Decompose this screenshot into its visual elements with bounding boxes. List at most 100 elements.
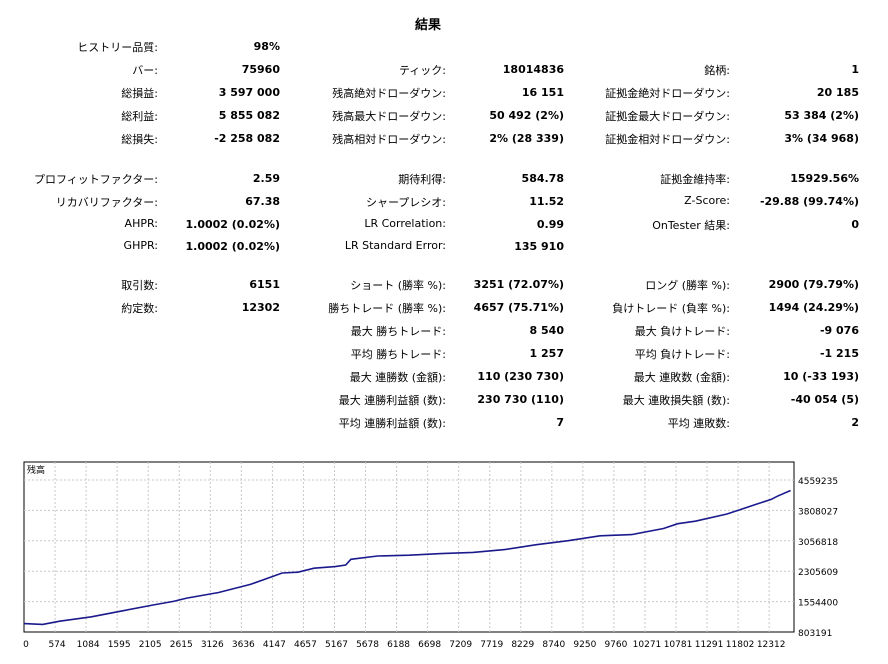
x-tick-label: 11291 [695, 640, 724, 650]
stat-value: 67.38 [245, 195, 280, 208]
stat-value: 0 [851, 218, 859, 231]
stat-label: ショート (勝率 %): [350, 279, 446, 292]
stat-value: 0.99 [536, 218, 564, 231]
y-tick-label: 3808027 [798, 507, 838, 517]
stat-label: 証拠金相対ドローダウン: [605, 133, 730, 146]
stat-value: 2% (28 339) [489, 132, 564, 145]
stat-label: LR Standard Error: [344, 239, 446, 252]
x-tick-label: 10271 [633, 640, 662, 650]
stat-value: -9 076 [819, 324, 859, 337]
stat-label: 残高相対ドローダウン: [332, 133, 446, 146]
stat-value: 584.78 [521, 172, 564, 185]
stat-value: 4657 (75.71%) [473, 301, 564, 314]
stat-value: 8 540 [529, 324, 564, 337]
x-tick-label: 10781 [664, 640, 693, 650]
stat-value: 11.52 [529, 195, 564, 208]
x-tick-label: 7209 [449, 640, 472, 650]
y-tick-label: 803191 [798, 629, 832, 639]
stat-label: 取引数: [121, 279, 158, 292]
stat-value: 2.59 [252, 172, 280, 185]
stat-label: GHPR: [123, 239, 158, 252]
x-tick-label: 0 [23, 640, 29, 650]
stat-value: 98% [253, 40, 280, 53]
stat-label: OnTester 結果: [652, 219, 730, 232]
stat-value: 53 384 (2%) [784, 109, 859, 122]
y-tick-label: 2305609 [798, 568, 838, 578]
stat-label: 最大 勝ちトレード: [350, 325, 446, 338]
stat-label: 平均 連勝利益額 (数): [338, 417, 446, 430]
stat-value: 3251 (72.07%) [473, 278, 564, 291]
stat-label: 最大 連勝数 (金額): [349, 371, 446, 384]
stat-value: 20 185 [816, 86, 859, 99]
y-tick-label: 1554400 [798, 599, 838, 609]
stat-value: 18014836 [502, 63, 564, 76]
stat-value: 50 492 (2%) [489, 109, 564, 122]
x-tick-label: 3126 [201, 640, 224, 650]
stat-label: 証拠金維持率: [660, 173, 730, 186]
y-tick-label: 4559235 [798, 477, 838, 487]
x-tick-label: 4147 [263, 640, 286, 650]
stat-value: 1.0002 (0.02%) [185, 218, 281, 231]
stat-value: 1494 (24.29%) [768, 301, 859, 314]
stat-label: 最大 連敗損失額 (数): [622, 394, 730, 407]
x-tick-label: 5167 [325, 640, 348, 650]
x-tick-label: 8740 [542, 640, 565, 650]
stat-value: 110 (230 730) [477, 370, 564, 383]
stat-value: 16 151 [521, 86, 564, 99]
x-tick-label: 7719 [480, 640, 503, 650]
stat-label: 期待利得: [398, 173, 446, 186]
stat-value: 7 [556, 416, 564, 429]
x-tick-label: 3636 [232, 640, 255, 650]
stat-label: ティック: [398, 64, 446, 77]
stat-label: 銘柄: [704, 64, 730, 77]
y-tick-label: 3056818 [798, 538, 838, 548]
stat-label: 最大 連勝利益額 (数): [338, 394, 446, 407]
x-tick-label: 1084 [77, 640, 100, 650]
x-tick-label: 2615 [170, 640, 193, 650]
stat-value: 1 257 [529, 347, 564, 360]
stat-label: 証拠金絶対ドローダウン: [605, 87, 730, 100]
x-tick-label: 2105 [139, 640, 162, 650]
stat-label: ロング (勝率 %): [645, 279, 730, 292]
stat-label: AHPR: [124, 217, 158, 230]
stat-label: ヒストリー品質: [77, 41, 158, 54]
stat-label: Z-Score: [684, 194, 730, 207]
stat-label: 総損益: [121, 87, 158, 100]
stat-label: 総利益: [121, 110, 158, 123]
stat-value: -1 215 [819, 347, 859, 360]
stat-value: 230 730 (110) [477, 393, 564, 406]
stat-value: 5 855 082 [218, 109, 280, 122]
stat-label: リカバリファクター: [55, 196, 158, 209]
stat-label: 平均 勝ちトレード: [350, 348, 446, 361]
x-tick-label: 8229 [511, 640, 534, 650]
stat-value: 1 [851, 63, 859, 76]
balance-chart: 0 574 1084 1595 2105 2615 3126 3636 4147 4657 5167… [23, 461, 838, 650]
stat-value: 1.0002 (0.02%) [185, 240, 281, 253]
plot-area [23, 461, 795, 633]
stat-value: 2900 (79.79%) [768, 278, 859, 291]
stat-label: シャープレシオ: [365, 196, 446, 209]
stat-value: 75960 [241, 63, 280, 76]
stat-value: -40 054 (5) [790, 393, 859, 406]
stat-label: 約定数: [121, 302, 158, 315]
stat-value: 3 597 000 [218, 86, 280, 99]
stat-label: 残高最大ドローダウン: [332, 110, 446, 123]
x-tick-label: 4657 [294, 640, 317, 650]
stat-label: 最大 連敗数 (金額): [633, 371, 730, 384]
stat-label: 勝ちトレード (勝率 %): [328, 302, 446, 315]
stat-value: 135 910 [514, 240, 564, 253]
stat-label: バー: [132, 64, 158, 77]
stat-value: 6151 [249, 278, 280, 291]
stat-value: 15929.56% [790, 172, 859, 185]
stat-label: 負けトレード (負率 %): [612, 302, 730, 315]
stat-label: 平均 連敗数: [667, 417, 730, 430]
x-tick-label: 574 [48, 640, 65, 650]
stat-value: 10 (-33 193) [783, 370, 859, 383]
x-tick-label: 12312 [757, 640, 786, 650]
stat-value: 3% (34 968) [784, 132, 859, 145]
x-tick-label: 1595 [108, 640, 131, 650]
x-tick-label: 9250 [573, 640, 596, 650]
x-tick-label: 9760 [604, 640, 627, 650]
x-tick-label: 6188 [387, 640, 410, 650]
stat-label: プロフィットファクター: [33, 173, 158, 186]
